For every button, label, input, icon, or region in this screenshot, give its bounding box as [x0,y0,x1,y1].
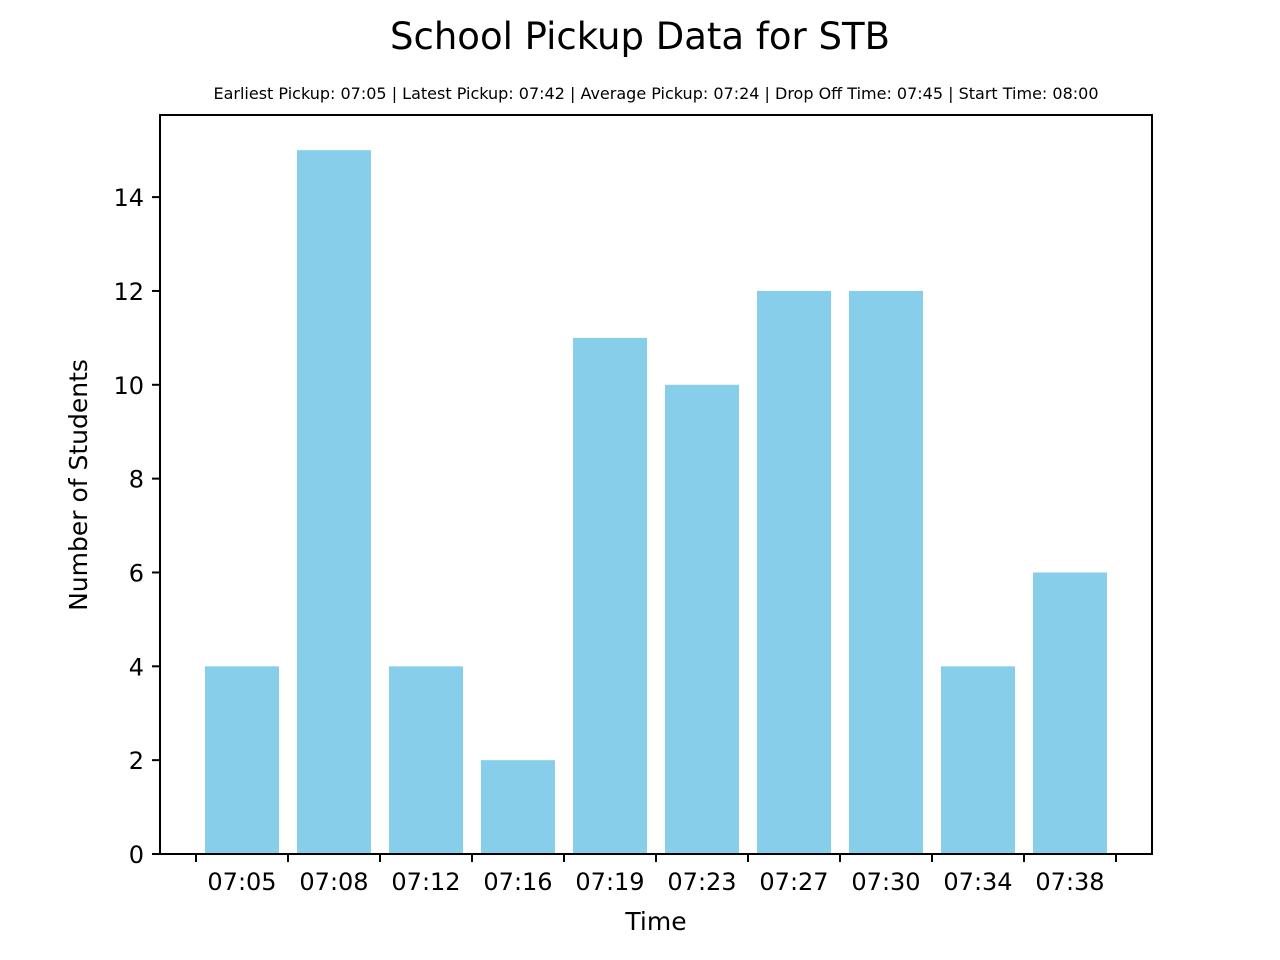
x-tick-label: 07:19 [575,868,644,896]
bar-0738 [1033,572,1107,854]
bar-0730 [849,290,923,854]
x-tick-label: 07:27 [759,868,828,896]
chart-title: School Pickup Data for STB [390,15,890,58]
y-tick-label: 10 [113,372,144,400]
x-tick-label: 07:23 [667,868,736,896]
y-tick-label: 6 [129,559,144,587]
y-axis-ticks: 0 2 4 6 8 10 12 14 [113,184,160,869]
x-tick-label: 07:05 [207,868,276,896]
x-axis-ticks: 07:05 07:08 07:12 07:16 07:19 07:23 07:27 07:30… [195,854,1117,896]
y-axis-label: Number of Students [64,359,93,611]
bar-0723 [665,384,739,854]
x-tick-label: 07:30 [851,868,920,896]
bars-group [205,150,1107,854]
y-tick-label: 14 [113,184,144,212]
bar-0727 [757,290,831,854]
x-tick-label: 07:34 [943,868,1012,896]
x-tick-label: 07:38 [1035,868,1104,896]
x-tick-label: 07:08 [299,868,368,896]
bar-0719 [573,337,647,854]
plot-frame [159,114,1153,855]
x-tick-label: 07:12 [391,868,460,896]
bar-0716 [481,760,555,854]
bar-0705 [205,666,279,854]
y-tick-label: 4 [129,653,144,681]
y-tick-label: 2 [129,747,144,775]
y-tick-label: 12 [113,278,144,306]
y-tick-label: 8 [129,466,144,494]
x-axis-label: Time [624,907,686,936]
bar-0708 [297,150,371,854]
chart-subtitle: Earliest Pickup: 07:05 | Latest Pickup: … [213,84,1098,103]
bar-0734 [941,666,1015,854]
y-tick-label: 0 [129,841,144,869]
x-tick-label: 07:16 [483,868,552,896]
bar-0712 [389,666,463,854]
